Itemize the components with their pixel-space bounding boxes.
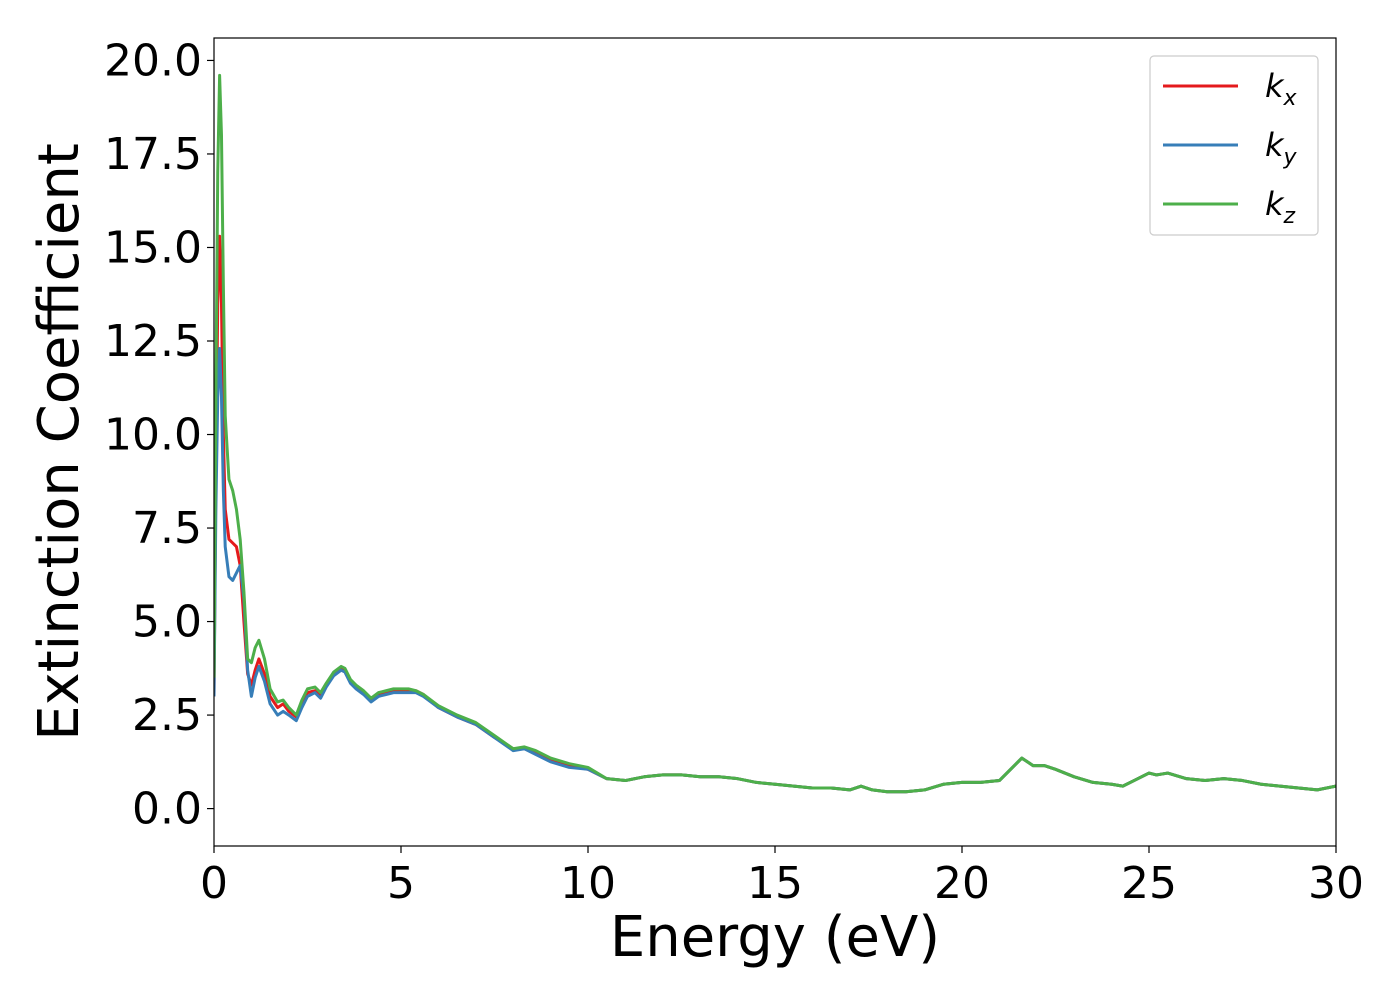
- y-tick-label: 17.5: [104, 129, 202, 180]
- y-axis-label: Extinction Coefficient: [27, 143, 92, 741]
- x-tick-label: 15: [747, 858, 803, 909]
- x-tick-label: 5: [387, 858, 415, 909]
- x-tick-label: 20: [934, 858, 990, 909]
- y-tick-label: 0.0: [132, 784, 202, 835]
- y-axis: 0.0 2.5 5.0 7.5 10.0 12.5 15.0 17.5 20.0: [104, 35, 214, 834]
- y-tick-label: 15.0: [104, 222, 202, 273]
- x-axis-label: Energy (eV): [610, 905, 940, 970]
- x-tick-label: 25: [1121, 858, 1177, 909]
- y-tick-label: 5.0: [132, 597, 202, 648]
- y-tick-label: 2.5: [132, 690, 202, 741]
- y-tick-label: 10.0: [104, 410, 202, 461]
- y-tick-label: 12.5: [104, 316, 202, 367]
- x-tick-label: 30: [1308, 858, 1364, 909]
- y-tick-label: 20.0: [104, 35, 202, 86]
- x-tick-label: 10: [560, 858, 616, 909]
- y-tick-label: 7.5: [132, 503, 202, 554]
- x-axis: 0 5 10 15 20 25 30: [200, 846, 1364, 909]
- x-tick-label: 0: [200, 858, 228, 909]
